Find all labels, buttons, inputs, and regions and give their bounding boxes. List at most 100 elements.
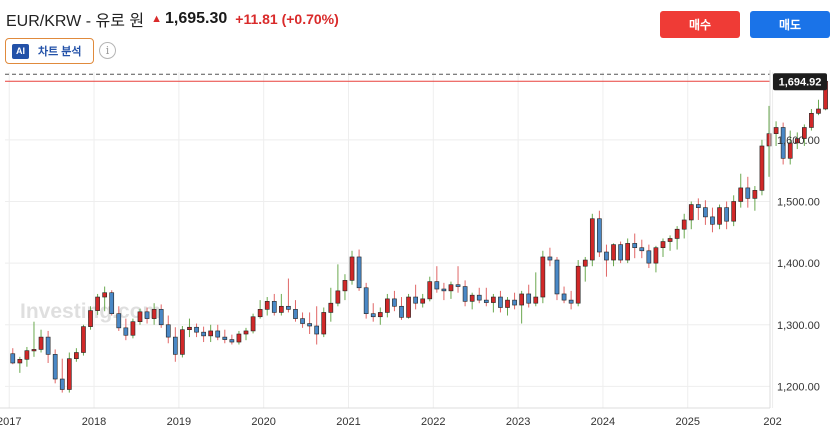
candle-body — [681, 219, 687, 230]
candle-body — [717, 207, 722, 225]
candle-body — [809, 113, 814, 128]
buy-button[interactable]: 매수 — [660, 11, 740, 38]
candle-body — [653, 247, 659, 264]
candle-body — [45, 336, 51, 355]
candle-body — [738, 187, 744, 202]
sell-button[interactable]: 매도 — [750, 11, 830, 38]
candle-body — [724, 207, 729, 222]
candle-body — [695, 204, 701, 208]
candle-body — [264, 301, 270, 310]
x-tick-label: 2025 — [675, 416, 699, 428]
chart-grid — [5, 72, 774, 408]
last-price: 1,695.30 — [164, 10, 228, 27]
current-price-tag — [773, 73, 827, 91]
candle-body — [766, 133, 772, 147]
candle-body — [646, 250, 652, 264]
x-tick-label: 202 — [763, 416, 781, 428]
candle-body — [88, 310, 93, 327]
candle-body — [639, 247, 645, 252]
candle-body — [554, 259, 560, 295]
candle-body — [745, 187, 751, 199]
ai-chart-analysis-button[interactable]: AI 차트 분석 — [5, 38, 94, 64]
candle-body — [491, 296, 496, 303]
candle-body — [158, 309, 164, 326]
price-change: +11.81 (+0.70%) — [235, 11, 339, 27]
candle-body — [547, 256, 553, 261]
y-tick-label: 1,400.00 — [777, 258, 820, 270]
y-tick-label: 1,500.00 — [777, 196, 820, 208]
candle-body — [540, 256, 546, 298]
candle-body — [342, 280, 348, 292]
candle-body — [568, 299, 574, 304]
candle-body — [95, 296, 100, 311]
candle-body — [66, 358, 72, 390]
candle-body — [618, 244, 623, 261]
candle-body — [328, 302, 334, 313]
candle-body — [370, 313, 376, 318]
candle-body — [102, 292, 107, 298]
candles — [10, 78, 828, 393]
candle-body — [582, 259, 588, 267]
candle-body — [512, 299, 517, 306]
candle-body — [271, 301, 277, 313]
candle-body — [31, 349, 37, 352]
candle-body — [625, 243, 630, 261]
candle-body — [279, 305, 284, 313]
candle-body — [462, 286, 468, 302]
candle-body — [434, 281, 440, 290]
candle-body — [674, 228, 680, 239]
candle-body — [307, 323, 312, 327]
candle-body — [731, 201, 737, 222]
candle-body — [710, 216, 715, 225]
candle-body — [399, 305, 404, 318]
candle-body — [455, 284, 461, 287]
candle-body — [349, 256, 355, 281]
x-tick-label: 2020 — [251, 416, 275, 428]
candle-body — [208, 330, 214, 337]
candle-body — [180, 329, 185, 355]
candle-body — [116, 313, 122, 329]
candle-body — [52, 354, 58, 380]
x-tick-label: 2021 — [336, 416, 360, 428]
candle-body — [123, 327, 129, 336]
candle-body — [476, 294, 482, 301]
candle-body — [377, 312, 383, 318]
candle-body — [420, 298, 426, 304]
candle-body — [703, 207, 708, 218]
x-tick-label: 2022 — [421, 416, 445, 428]
candle-body — [385, 298, 390, 313]
up-arrow-icon: ▲ — [151, 13, 162, 25]
y-tick-label: 1,600.00 — [777, 135, 820, 147]
candle-body — [794, 138, 800, 144]
candle-body — [752, 190, 758, 199]
candle-body — [406, 296, 411, 318]
ai-badge-icon: AI — [12, 43, 29, 59]
candle-body — [194, 326, 199, 333]
candle-body — [151, 309, 157, 319]
candle-body — [363, 287, 369, 314]
price-lines: 1,694.92 — [5, 73, 827, 91]
candle-body — [356, 256, 362, 289]
candle-body — [286, 305, 291, 310]
candle-body — [17, 358, 23, 364]
candle-body — [498, 296, 503, 308]
candle-body — [137, 311, 143, 322]
candle-body — [802, 127, 807, 139]
candle-body — [300, 318, 305, 324]
candle-body — [604, 251, 609, 261]
candle-body — [236, 333, 242, 343]
candle-body — [667, 238, 673, 242]
x-tick-label: 2023 — [506, 416, 530, 428]
candle-body — [335, 290, 341, 304]
candle-body — [469, 294, 475, 302]
candle-body — [519, 293, 524, 306]
candle-body — [483, 299, 489, 303]
info-icon[interactable]: i — [99, 42, 116, 59]
x-axis: 2017 2018 2019 2020 2021 2022 2023 2024 2025 202 — [0, 407, 782, 428]
candle-body — [660, 241, 666, 249]
y-tick-label: 1,200.00 — [777, 381, 820, 393]
candle-body — [816, 108, 821, 114]
x-tick-label: 2024 — [591, 416, 615, 428]
candle-body — [787, 142, 793, 159]
